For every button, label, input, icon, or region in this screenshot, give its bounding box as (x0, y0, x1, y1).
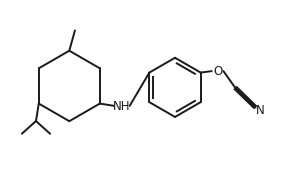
Text: O: O (213, 65, 222, 78)
Text: N: N (255, 104, 264, 117)
Text: NH: NH (113, 100, 130, 113)
